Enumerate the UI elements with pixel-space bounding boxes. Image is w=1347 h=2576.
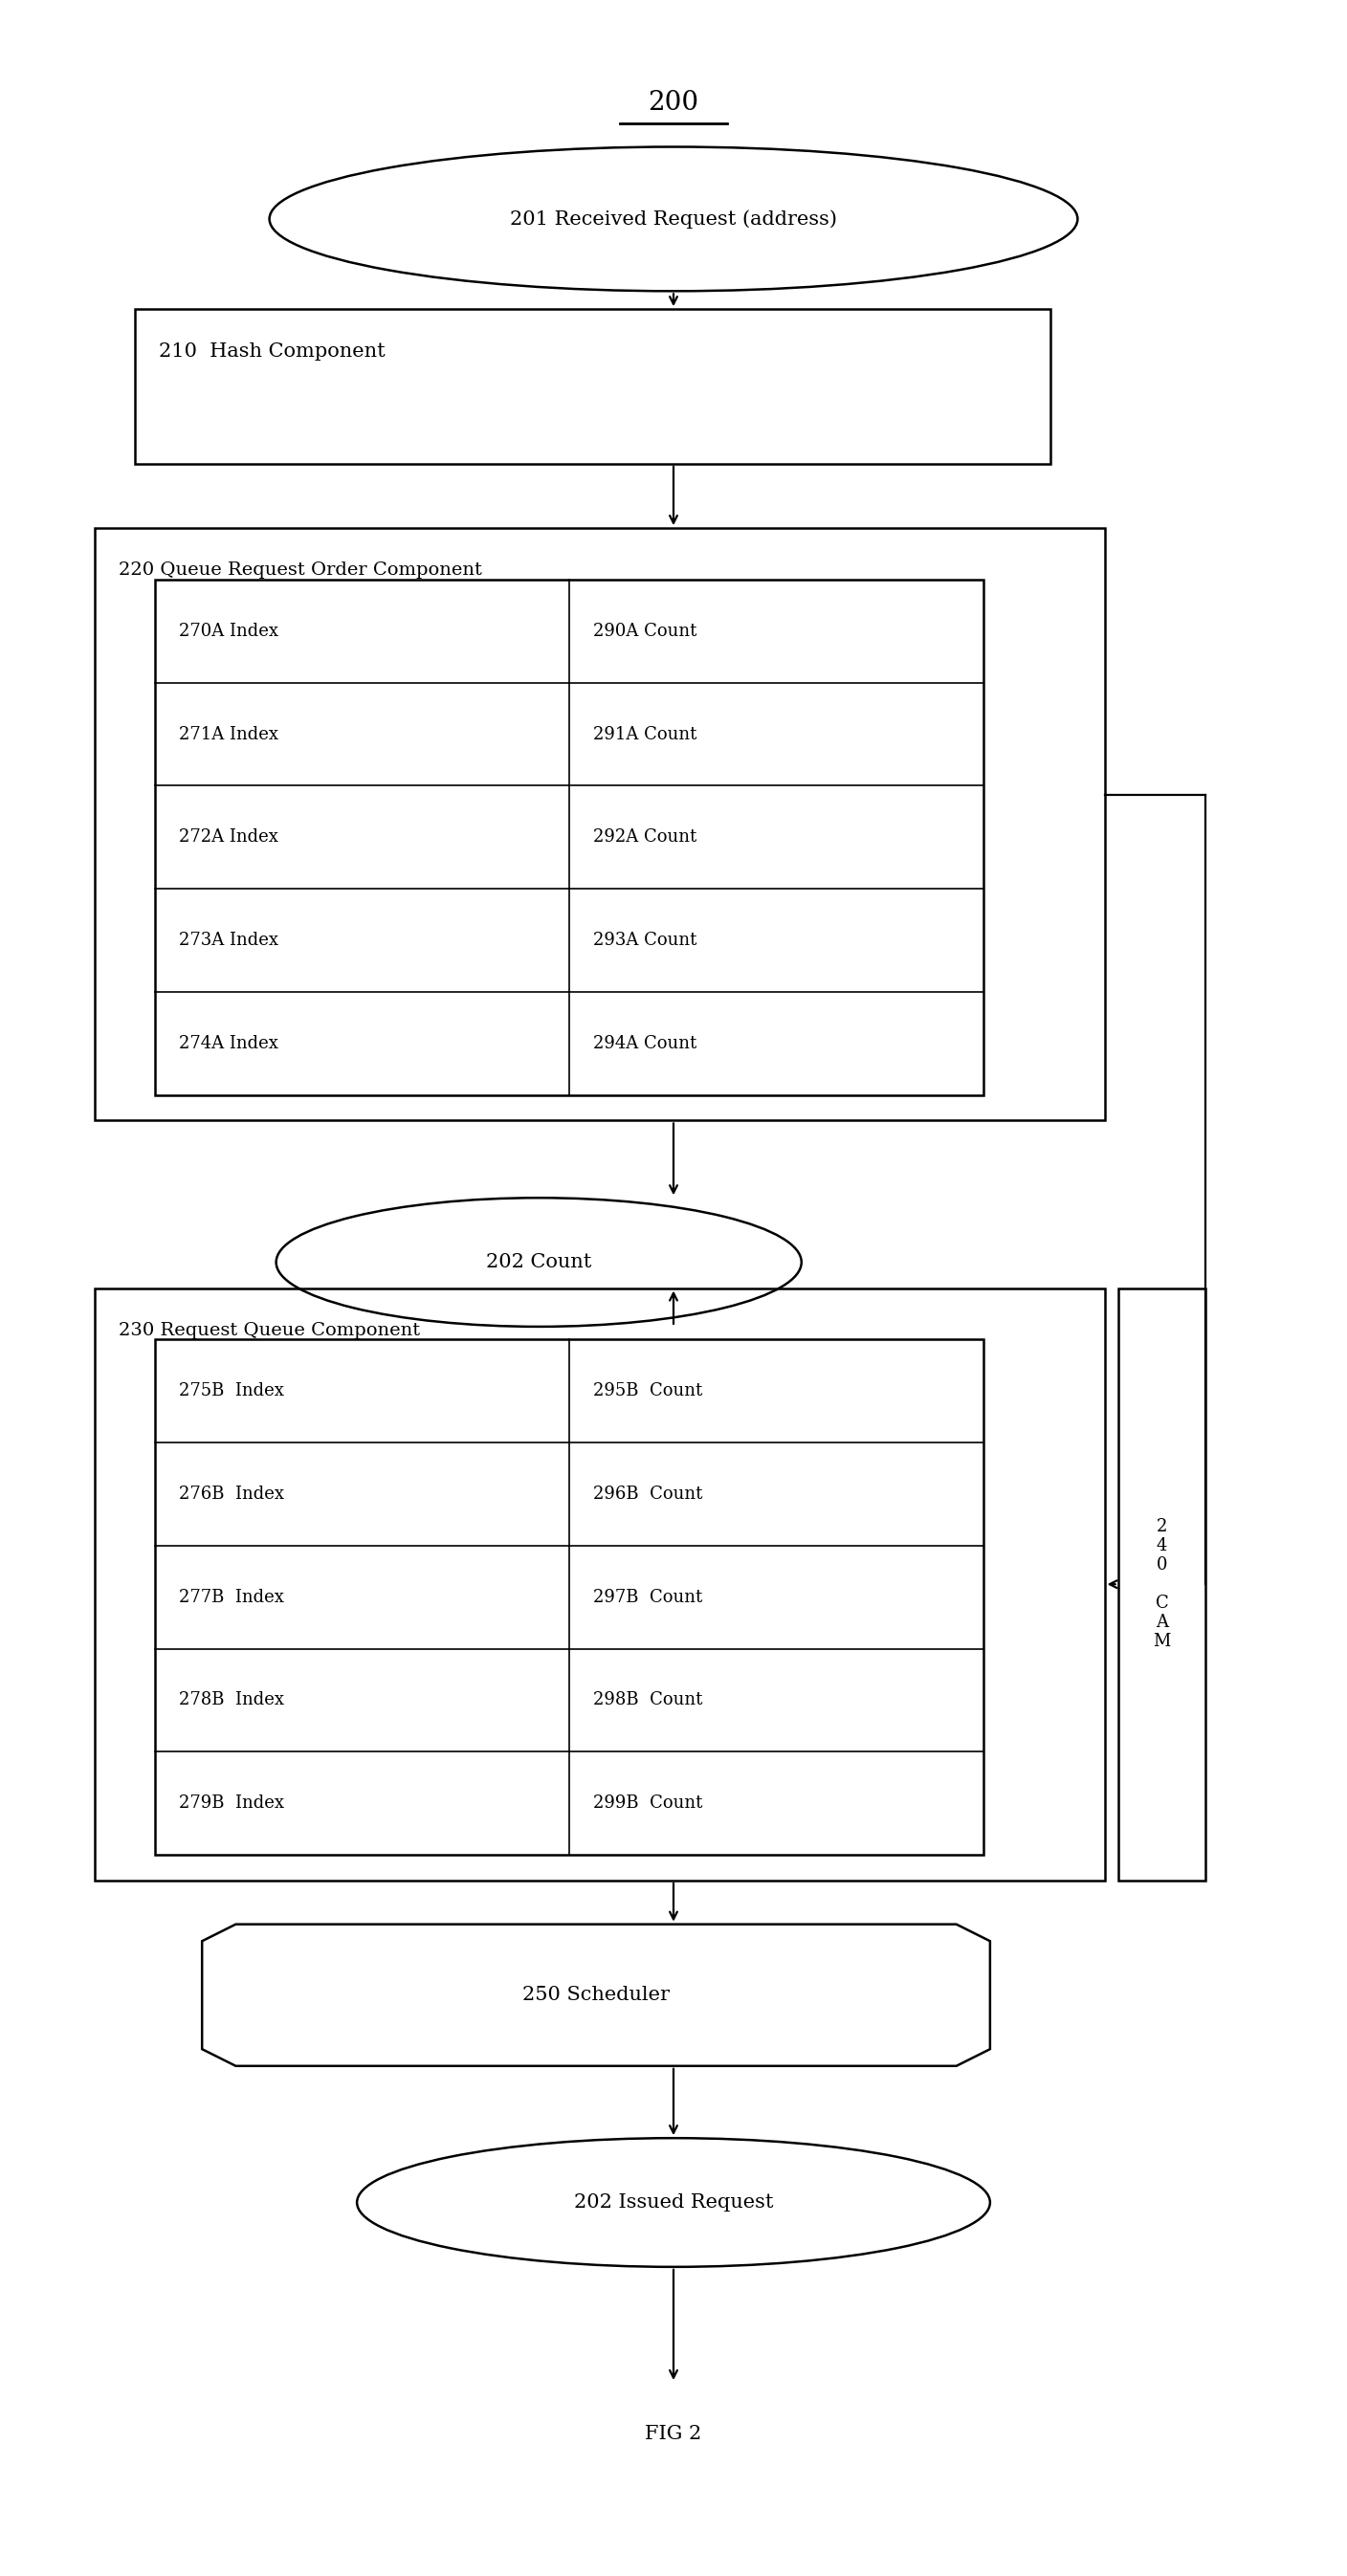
Text: 273A Index: 273A Index [179, 933, 279, 948]
Text: 272A Index: 272A Index [179, 829, 279, 845]
Bar [94, 1288, 1105, 1880]
Text: 202 Issued Request: 202 Issued Request [574, 2192, 773, 2213]
Text: 278B  Index: 278B Index [179, 1692, 284, 1708]
Text: 271A Index: 271A Index [179, 726, 279, 742]
Text: 200: 200 [648, 90, 699, 116]
Bar [1118, 1288, 1206, 1880]
Text: 277B  Index: 277B Index [179, 1589, 284, 1605]
Text: 297B  Count: 297B Count [594, 1589, 703, 1605]
Text: 291A Count: 291A Count [594, 726, 696, 742]
Text: 230 Request Queue Component: 230 Request Queue Component [119, 1321, 420, 1340]
Text: 293A Count: 293A Count [594, 933, 696, 948]
Bar [155, 580, 983, 1095]
Text: 299B  Count: 299B Count [594, 1795, 703, 1811]
Text: 202 Count: 202 Count [486, 1252, 591, 1273]
Text: 279B  Index: 279B Index [179, 1795, 284, 1811]
Text: 298B  Count: 298B Count [594, 1692, 703, 1708]
Text: 276B  Index: 276B Index [179, 1486, 284, 1502]
Text: 295B  Count: 295B Count [594, 1383, 703, 1399]
Text: 250 Scheduler: 250 Scheduler [523, 1986, 669, 2004]
Bar [135, 309, 1051, 464]
Text: 210  Hash Component: 210 Hash Component [159, 343, 385, 361]
Text: 275B  Index: 275B Index [179, 1383, 284, 1399]
Bar [155, 1340, 983, 1855]
Text: 294A Count: 294A Count [594, 1036, 696, 1051]
Text: FIG 2: FIG 2 [645, 2424, 702, 2445]
Bar [94, 528, 1105, 1121]
Text: 292A Count: 292A Count [594, 829, 696, 845]
Text: 201 Received Request (address): 201 Received Request (address) [511, 209, 836, 229]
Text: 2
4
0

C
A
M: 2 4 0 C A M [1153, 1517, 1171, 1651]
Text: 274A Index: 274A Index [179, 1036, 279, 1051]
Text: 290A Count: 290A Count [594, 623, 696, 639]
Text: 220 Queue Request Order Component: 220 Queue Request Order Component [119, 562, 482, 580]
Text: 270A Index: 270A Index [179, 623, 279, 639]
Text: 296B  Count: 296B Count [594, 1486, 703, 1502]
